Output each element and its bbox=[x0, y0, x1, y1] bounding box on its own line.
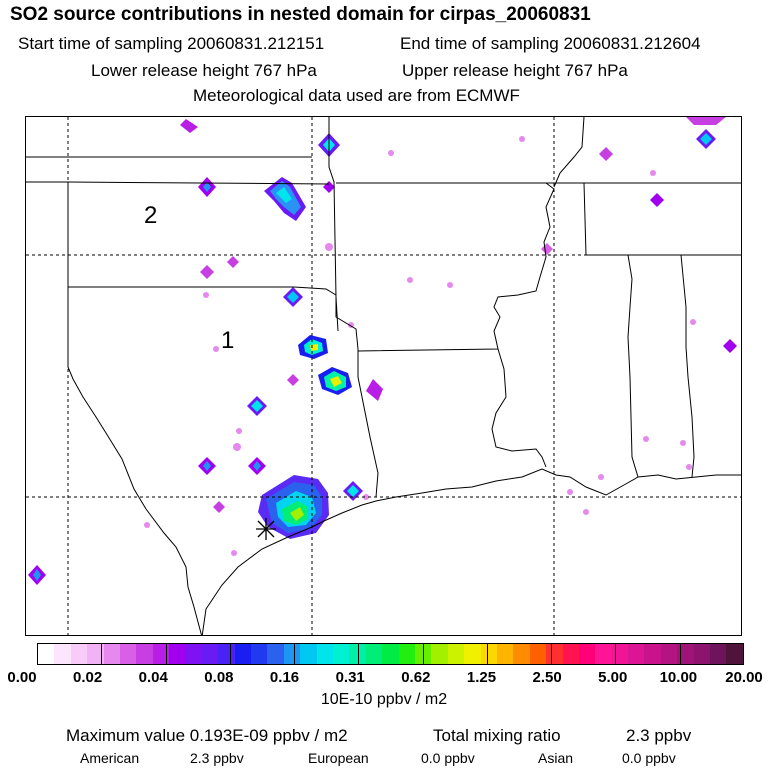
legend-tick-label: 20.00 bbox=[725, 669, 763, 686]
legend-swatch bbox=[595, 644, 612, 664]
legend-swatch bbox=[333, 644, 350, 664]
lower-release-height: Lower release height 767 hPa bbox=[91, 61, 317, 80]
legend-swatch bbox=[218, 644, 235, 664]
legend-divider bbox=[422, 643, 424, 665]
legend-swatch bbox=[480, 644, 497, 664]
legend-swatch bbox=[103, 644, 120, 664]
legend-tick-label: 0.00 bbox=[7, 669, 37, 686]
legend-divider bbox=[551, 643, 553, 665]
legend-swatch bbox=[496, 644, 514, 664]
coastline bbox=[201, 468, 741, 635]
upper-release-height: Upper release height 767 hPa bbox=[402, 61, 628, 80]
legend-swatch bbox=[316, 644, 334, 664]
european-label: European bbox=[308, 750, 369, 766]
total-mixing-label: Total mixing ratio bbox=[433, 726, 561, 745]
map-canvas: 2 1 bbox=[26, 117, 741, 635]
legend-swatch bbox=[726, 644, 743, 664]
legend-divider bbox=[615, 643, 617, 665]
legend-units: 10E-10 ppbv / m2 bbox=[320, 691, 448, 708]
legend-swatch bbox=[365, 644, 383, 664]
legend-swatch bbox=[185, 644, 202, 664]
legend-swatch bbox=[628, 644, 645, 664]
legend-swatch bbox=[693, 644, 711, 664]
legend-divider bbox=[165, 643, 167, 665]
legend-swatch bbox=[267, 644, 284, 664]
legend-swatch bbox=[169, 644, 186, 664]
legend-divider bbox=[358, 643, 360, 665]
legend-swatch bbox=[251, 644, 268, 664]
end-time: End time of sampling 20060831.212604 bbox=[400, 34, 701, 53]
legend-swatch bbox=[349, 644, 366, 664]
legend-swatch bbox=[660, 644, 678, 664]
legend-swatch bbox=[447, 644, 465, 664]
legend-swatch bbox=[398, 644, 415, 664]
legend-tick-label: 5.00 bbox=[598, 669, 628, 686]
legend-tick-label: 10.00 bbox=[659, 669, 698, 686]
legend-swatch bbox=[611, 644, 629, 664]
legend-swatch bbox=[119, 644, 137, 664]
grid-lines bbox=[26, 117, 741, 635]
legend-swatch bbox=[54, 644, 71, 664]
legend-swatch bbox=[677, 644, 694, 664]
legend-divider bbox=[101, 643, 103, 665]
legend-divider bbox=[294, 643, 296, 665]
asian-label: Asian bbox=[538, 750, 574, 766]
legend-swatch bbox=[710, 644, 727, 664]
legend-swatch bbox=[152, 644, 170, 664]
legend-tick-label: 0.04 bbox=[138, 669, 168, 686]
legend-swatch bbox=[578, 644, 596, 664]
legend-swatch bbox=[529, 644, 547, 664]
legend-swatch bbox=[513, 644, 530, 664]
legend-tick-label: 2.50 bbox=[532, 669, 562, 686]
legend-swatch bbox=[562, 644, 579, 664]
page-title: SO2 source contributions in nested domai… bbox=[10, 4, 591, 25]
legend-swatch bbox=[644, 644, 661, 664]
release-location-marker bbox=[256, 518, 276, 540]
legend-tick-label: 0.08 bbox=[204, 669, 234, 686]
american-value: 2.3 ppbv bbox=[190, 750, 244, 766]
max-value: Maximum value 0.193E-09 ppbv / m2 bbox=[66, 726, 348, 745]
region-label-1: 1 bbox=[221, 327, 234, 354]
start-time: Start time of sampling 20060831.212151 bbox=[18, 34, 325, 53]
asian-value: 0.0 ppbv bbox=[622, 750, 676, 766]
legend-tick-label: 0.62 bbox=[401, 669, 431, 686]
legend-swatch bbox=[234, 644, 252, 664]
legend-tick-label: 0.02 bbox=[73, 669, 103, 686]
legend-divider bbox=[229, 643, 231, 665]
region-label-2: 2 bbox=[144, 202, 157, 229]
legend-tick-label: 0.31 bbox=[335, 669, 365, 686]
legend-swatch bbox=[546, 644, 563, 664]
legend-tick-label: 0.16 bbox=[269, 669, 300, 686]
total-mixing-value: 2.3 ppbv bbox=[626, 726, 692, 745]
legend-swatch bbox=[300, 644, 317, 664]
met-data-note: Meteorological data used are from ECMWF bbox=[193, 86, 520, 105]
legend-swatch bbox=[283, 644, 301, 664]
map-panel: 2 1 bbox=[25, 116, 742, 636]
legend-swatch bbox=[38, 644, 55, 664]
state-boundaries bbox=[26, 117, 741, 635]
legend-tick-label: 1.25 bbox=[466, 669, 497, 686]
american-label: American bbox=[80, 750, 140, 766]
color-legend bbox=[37, 643, 744, 665]
legend-swatch bbox=[201, 644, 219, 664]
legend-divider bbox=[486, 643, 488, 665]
legend-divider bbox=[679, 643, 681, 665]
legend-swatch bbox=[464, 644, 481, 664]
legend-swatch bbox=[136, 644, 153, 664]
european-value: 0.0 ppbv bbox=[421, 750, 475, 766]
legend-swatch bbox=[382, 644, 399, 664]
legend-swatch bbox=[70, 644, 88, 664]
legend-swatch bbox=[431, 644, 448, 664]
legend-swatch bbox=[87, 644, 104, 664]
